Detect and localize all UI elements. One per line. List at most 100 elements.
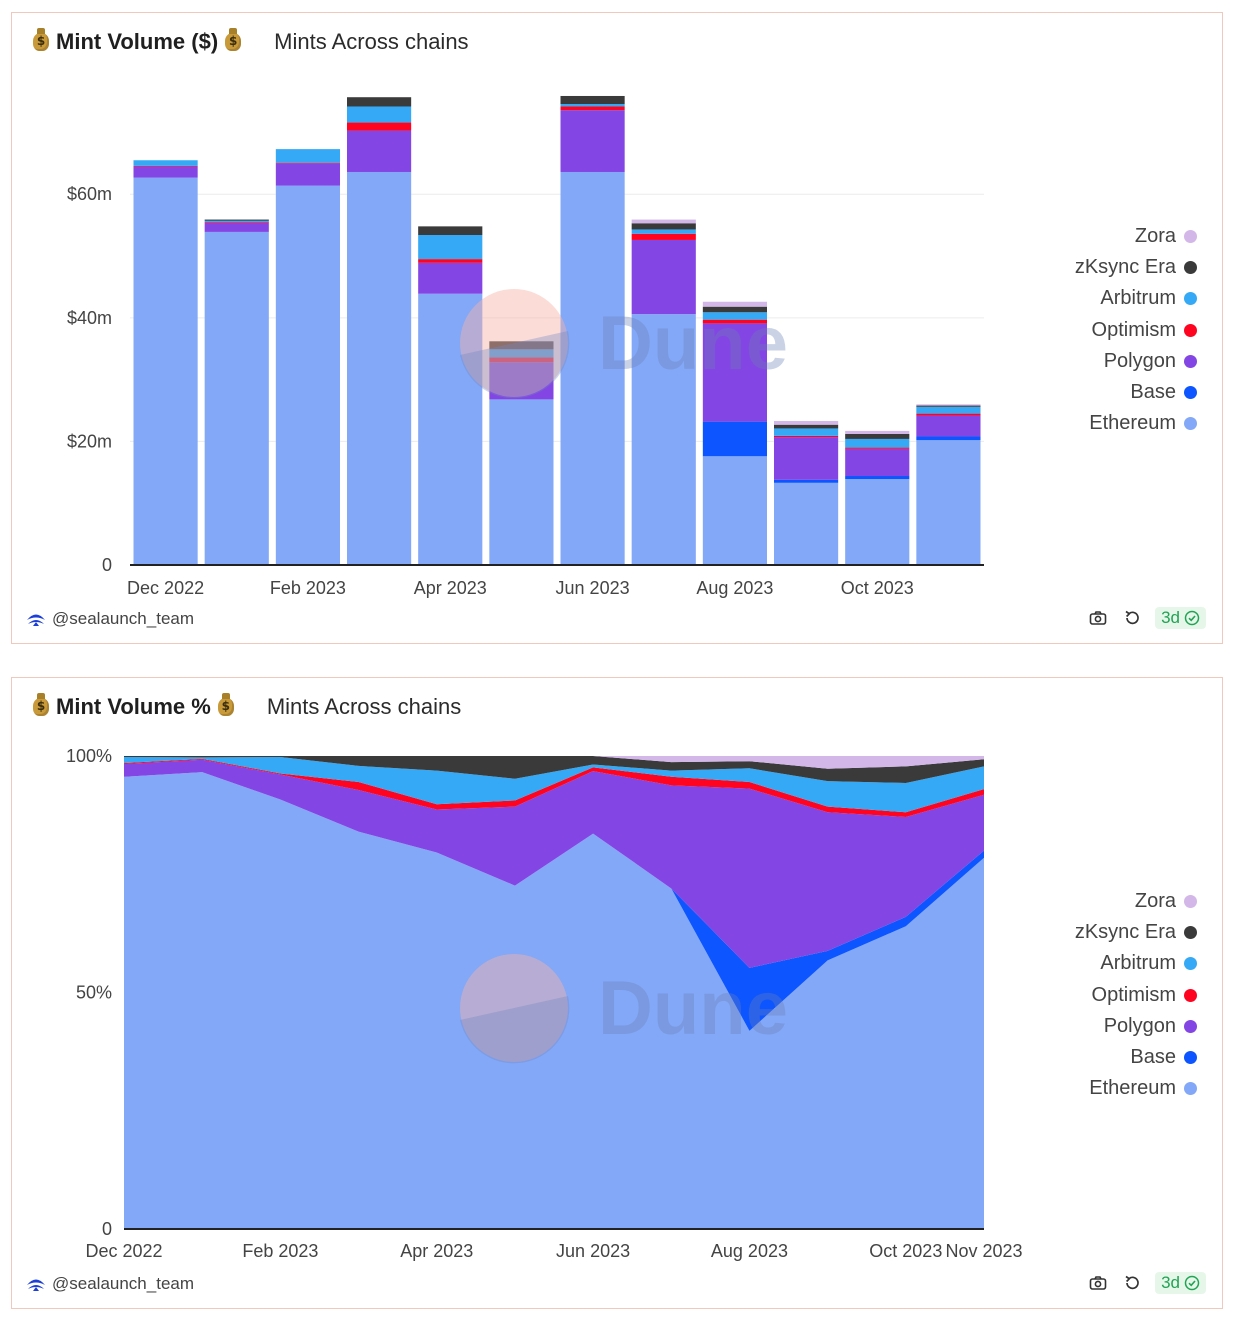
bar-segment-zksync-era[interactable] — [845, 433, 910, 439]
bar-segment-polygon[interactable] — [774, 437, 839, 480]
bar-segment-ethereum[interactable] — [489, 399, 554, 565]
bar-segment-optimism[interactable] — [489, 357, 554, 363]
area-series-zksync-era[interactable] — [124, 756, 984, 783]
legend-item-zksync-era[interactable]: zKsync Era — [1052, 252, 1197, 283]
bar-segment-zora[interactable] — [845, 430, 910, 434]
bar-segment-zksync-era[interactable] — [560, 95, 625, 105]
bar-segment-arbitrum[interactable] — [347, 106, 412, 123]
legend-item-zora[interactable]: Zora — [1052, 221, 1197, 252]
area-series-ethereum[interactable] — [124, 772, 984, 1229]
bar-segment-arbitrum[interactable] — [702, 312, 767, 320]
bar-segment-base[interactable] — [774, 479, 839, 483]
bar-segment-optimism[interactable] — [916, 413, 981, 416]
chart-subtitle: Mints Across chains — [266, 694, 462, 719]
legend-item-ethereum[interactable]: Ethereum — [1052, 408, 1197, 439]
area-series-zora[interactable] — [124, 756, 984, 769]
bar-segment-optimism[interactable] — [133, 165, 198, 167]
bar-segment-ethereum[interactable] — [204, 231, 269, 565]
legend-item-base[interactable]: Base — [1052, 377, 1197, 408]
legend-item-zksync-era[interactable]: zKsync Era — [1052, 917, 1197, 948]
bar-segment-polygon[interactable] — [489, 362, 554, 400]
bar-segment-arbitrum[interactable] — [774, 428, 839, 436]
bar-segment-ethereum[interactable] — [418, 293, 483, 565]
bar-segment-zora[interactable] — [631, 219, 696, 224]
legend-item-optimism[interactable]: Optimism — [1052, 315, 1197, 346]
area-series-polygon[interactable] — [124, 759, 984, 968]
bar-segment-zksync-era[interactable] — [702, 306, 767, 313]
chart-title[interactable]: Mint Volume ($) — [56, 29, 219, 54]
bar-segment-ethereum[interactable] — [916, 440, 981, 565]
legend-item-arbitrum[interactable]: Arbitrum — [1052, 948, 1197, 979]
bar-segment-arbitrum[interactable] — [631, 229, 696, 234]
bar-segment-polygon[interactable] — [631, 239, 696, 315]
bar-segment-ethereum[interactable] — [702, 456, 767, 565]
camera-icon[interactable] — [1087, 607, 1109, 629]
bar-segment-zora[interactable] — [774, 421, 839, 425]
bar-segment-ethereum[interactable] — [133, 177, 198, 566]
bar-segment-polygon[interactable] — [916, 415, 981, 437]
bar-segment-arbitrum[interactable] — [489, 349, 554, 358]
area-series-optimism[interactable] — [124, 758, 984, 818]
bar-segment-ethereum[interactable] — [275, 185, 340, 566]
bar-segment-zora[interactable] — [916, 404, 981, 406]
bar-segment-zksync-era[interactable] — [774, 424, 839, 429]
bar-segment-ethereum[interactable] — [774, 482, 839, 565]
bar-segment-arbitrum[interactable] — [560, 104, 625, 107]
area-series-base[interactable] — [124, 772, 984, 1031]
bar-segment-polygon[interactable] — [347, 130, 412, 172]
legend-item-ethereum[interactable]: Ethereum — [1052, 1073, 1197, 1104]
bar-segment-base[interactable] — [916, 436, 981, 441]
bar-segment-base[interactable] — [702, 421, 767, 457]
bar-segment-ethereum[interactable] — [845, 479, 910, 565]
legend-item-arbitrum[interactable]: Arbitrum — [1052, 283, 1197, 314]
legend-item-optimism[interactable]: Optimism — [1052, 980, 1197, 1011]
author-link[interactable]: @sealaunch_team — [26, 1274, 194, 1294]
bar-segment-optimism[interactable] — [774, 435, 839, 438]
bar-segment-arbitrum[interactable] — [204, 220, 269, 223]
bar-segment-arbitrum[interactable] — [916, 406, 981, 414]
bar-segment-zora[interactable] — [702, 301, 767, 307]
bar-segment-zksync-era[interactable] — [916, 405, 981, 407]
bar-segment-ethereum[interactable] — [347, 171, 412, 565]
bar-segment-polygon[interactable] — [845, 448, 910, 477]
bar-segment-optimism[interactable] — [845, 447, 910, 449]
chart-title[interactable]: Mint Volume % — [56, 694, 211, 719]
bar-segment-zksync-era[interactable] — [631, 223, 696, 230]
bar-segment-polygon[interactable] — [702, 323, 767, 422]
bar-segment-optimism[interactable] — [631, 233, 696, 240]
author-link[interactable]: @sealaunch_team — [26, 609, 194, 629]
legend-item-zora[interactable]: Zora — [1052, 886, 1197, 917]
bar-segment-polygon[interactable] — [418, 262, 483, 294]
bar-segment-optimism[interactable] — [418, 259, 483, 263]
bar-segment-arbitrum[interactable] — [275, 149, 340, 163]
bar-segment-optimism[interactable] — [560, 106, 625, 111]
bar-segment-base[interactable] — [845, 476, 910, 480]
legend-item-polygon[interactable]: Polygon — [1052, 1011, 1197, 1042]
bar-segment-optimism[interactable] — [275, 162, 340, 164]
legend-label: Zora — [1134, 225, 1176, 248]
bar-segment-ethereum[interactable] — [560, 171, 625, 565]
bar-segment-ethereum[interactable] — [631, 314, 696, 565]
bar-segment-polygon[interactable] — [133, 166, 198, 178]
bar-segment-polygon[interactable] — [204, 222, 269, 232]
camera-icon[interactable] — [1087, 1272, 1109, 1294]
refresh-icon[interactable] — [1121, 607, 1143, 629]
refresh-icon[interactable] — [1121, 1272, 1143, 1294]
bar-segment-zksync-era[interactable] — [204, 219, 269, 221]
legend-item-polygon[interactable]: Polygon — [1052, 346, 1197, 377]
legend-item-base[interactable]: Base — [1052, 1042, 1197, 1073]
bar-segment-optimism[interactable] — [204, 222, 269, 223]
bar-segment-arbitrum[interactable] — [133, 160, 198, 166]
bar-segment-optimism[interactable] — [347, 122, 412, 131]
area-series-arbitrum[interactable] — [124, 756, 984, 813]
freshness-badge[interactable]: 3d — [1155, 607, 1206, 629]
bar-segment-zksync-era[interactable] — [489, 341, 554, 350]
bar-segment-zksync-era[interactable] — [347, 97, 412, 107]
bar-segment-optimism[interactable] — [702, 319, 767, 324]
freshness-badge[interactable]: 3d — [1155, 1272, 1206, 1294]
bar-segment-polygon[interactable] — [275, 163, 340, 186]
bar-segment-arbitrum[interactable] — [418, 235, 483, 260]
bar-segment-polygon[interactable] — [560, 110, 625, 172]
bar-segment-arbitrum[interactable] — [845, 438, 910, 448]
bar-segment-zksync-era[interactable] — [418, 226, 483, 236]
